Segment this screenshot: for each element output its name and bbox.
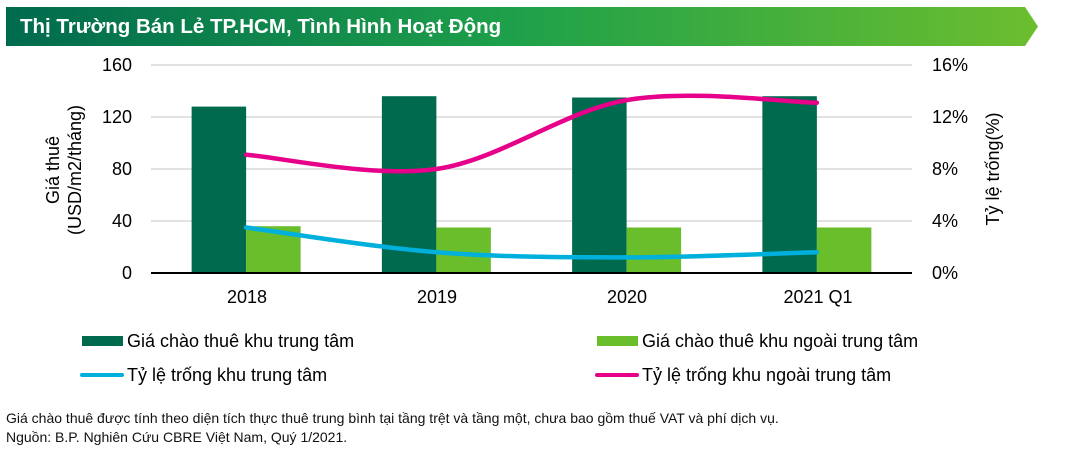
legend-label: Giá chào thuê khu ngoài trung tâm xyxy=(642,330,919,351)
left-tick: 160 xyxy=(101,55,132,75)
banner-arrow-shape xyxy=(6,7,1038,46)
legend-label: Tỷ lệ trống khu trung tâm xyxy=(127,364,328,385)
line-series xyxy=(243,93,820,260)
legend-label: Tỷ lệ trống khu ngoài trung tâm xyxy=(642,364,892,385)
plot-area xyxy=(151,64,912,274)
legend-item-cbd-rent: Giá chào thuê khu trung tâm xyxy=(82,329,354,353)
bar-cbd-rent xyxy=(762,96,817,273)
bar-non-cbd-rent xyxy=(626,227,682,273)
dark-green-swatch-icon xyxy=(82,336,123,346)
legend-item-cbd-vacancy: Tỷ lệ trống khu trung tâm xyxy=(80,363,327,387)
bar-non-cbd-rent xyxy=(436,227,491,273)
line-non-cbd-vacancy xyxy=(243,93,820,174)
legend-item-non-cbd-rent: Giá chào thuê khu ngoài trung tâm xyxy=(597,329,918,353)
x-tick-label: 2021 Q1 xyxy=(783,287,853,307)
title-banner: Thị Trường Bán Lẻ TP.HCM, Tình Hình Hoạt… xyxy=(6,7,1038,46)
left-axis-title-line1: Giá thuê xyxy=(43,135,63,205)
bar-cbd-rent xyxy=(381,96,437,273)
legend-label: Giá chào thuê khu trung tâm xyxy=(127,330,355,351)
footnote-note: Giá chào thuê được tính theo diện tích t… xyxy=(6,410,779,426)
x-tick-label: 2018 xyxy=(226,287,268,307)
right-tick: 0% xyxy=(932,263,959,283)
bar-cbd-rent xyxy=(191,106,247,273)
left-tick: 0 xyxy=(121,263,132,283)
pink-line-swatch-icon xyxy=(595,373,639,377)
right-tick: 8% xyxy=(932,159,959,179)
bar-cbd-rent xyxy=(572,97,627,273)
combo-chart: 160 120 80 40 0 16% 12% 8% 4% 0% Giá thu… xyxy=(42,55,1003,307)
x-tick-label: 2019 xyxy=(416,287,458,307)
footnote-source: Nguồn: B.P. Nghiên Cứu CBRE Việt Nam, Qu… xyxy=(6,429,348,445)
right-tick: 12% xyxy=(932,107,969,127)
right-tick: 4% xyxy=(932,211,959,231)
cyan-line-swatch-icon xyxy=(80,373,124,377)
left-axis-title: Giá thuê (USD/m2/tháng) xyxy=(42,80,86,260)
right-tick: 16% xyxy=(932,55,969,75)
left-tick: 120 xyxy=(101,107,132,127)
right-axis-title: Tỷ lệ trống(%) xyxy=(983,112,1003,226)
bar-non-cbd-rent xyxy=(816,227,872,273)
left-axis-title-line2: (USD/m2/tháng) xyxy=(65,104,85,236)
chart-title: Thị Trường Bán Lẻ TP.HCM, Tình Hình Hoạt… xyxy=(20,15,502,38)
left-tick: 80 xyxy=(111,159,132,179)
line-cbd-vacancy xyxy=(243,225,820,260)
x-tick-label: 2020 xyxy=(606,287,648,307)
bar-series xyxy=(191,96,872,273)
left-tick: 40 xyxy=(111,211,132,231)
legend-item-non-cbd-vacancy: Tỷ lệ trống khu ngoài trung tâm xyxy=(595,363,891,387)
light-green-swatch-icon xyxy=(597,336,638,346)
